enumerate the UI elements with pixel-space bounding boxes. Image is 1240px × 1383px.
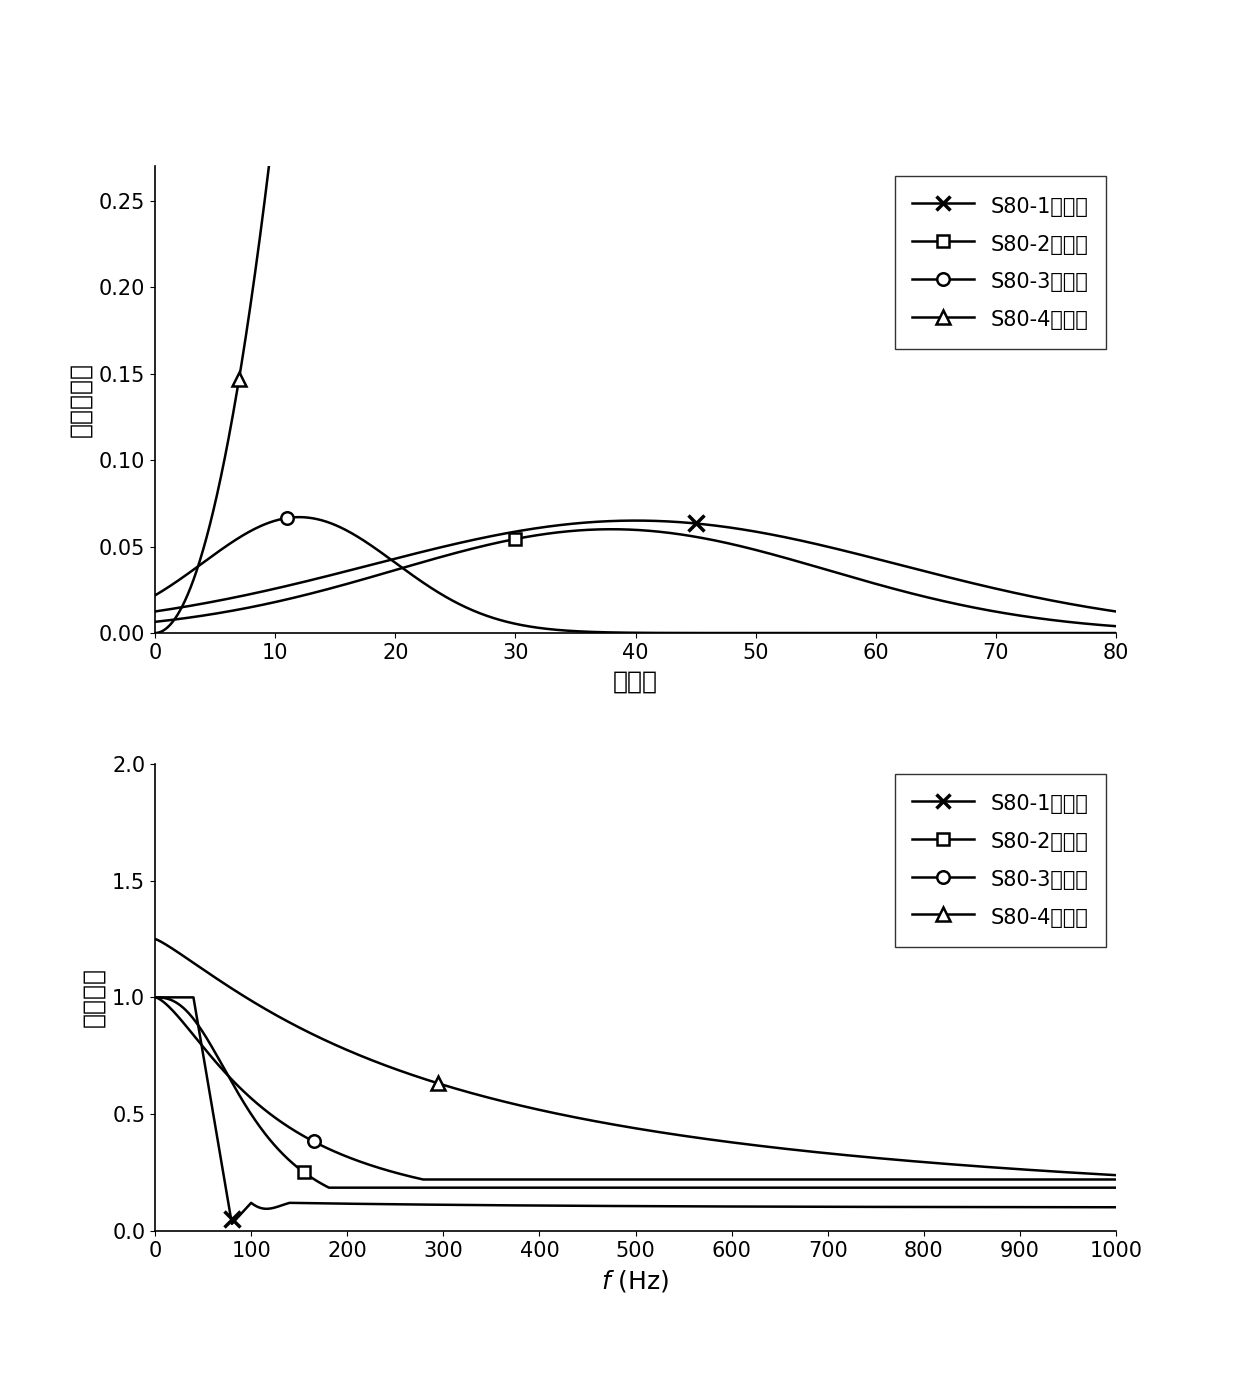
X-axis label: 采样点: 采样点	[613, 669, 658, 694]
Y-axis label: 幅频特性: 幅频特性	[81, 967, 105, 1028]
Y-axis label: 滤波器系数: 滤波器系数	[68, 362, 92, 437]
Legend: S80-1滤波器, S80-2滤波器, S80-3滤波器, S80-4滤波器: S80-1滤波器, S80-2滤波器, S80-3滤波器, S80-4滤波器	[895, 177, 1106, 349]
X-axis label: $f$ (Hz): $f$ (Hz)	[601, 1268, 670, 1293]
Legend: S80-1滤波器, S80-2滤波器, S80-3滤波器, S80-4滤波器: S80-1滤波器, S80-2滤波器, S80-3滤波器, S80-4滤波器	[895, 774, 1106, 947]
